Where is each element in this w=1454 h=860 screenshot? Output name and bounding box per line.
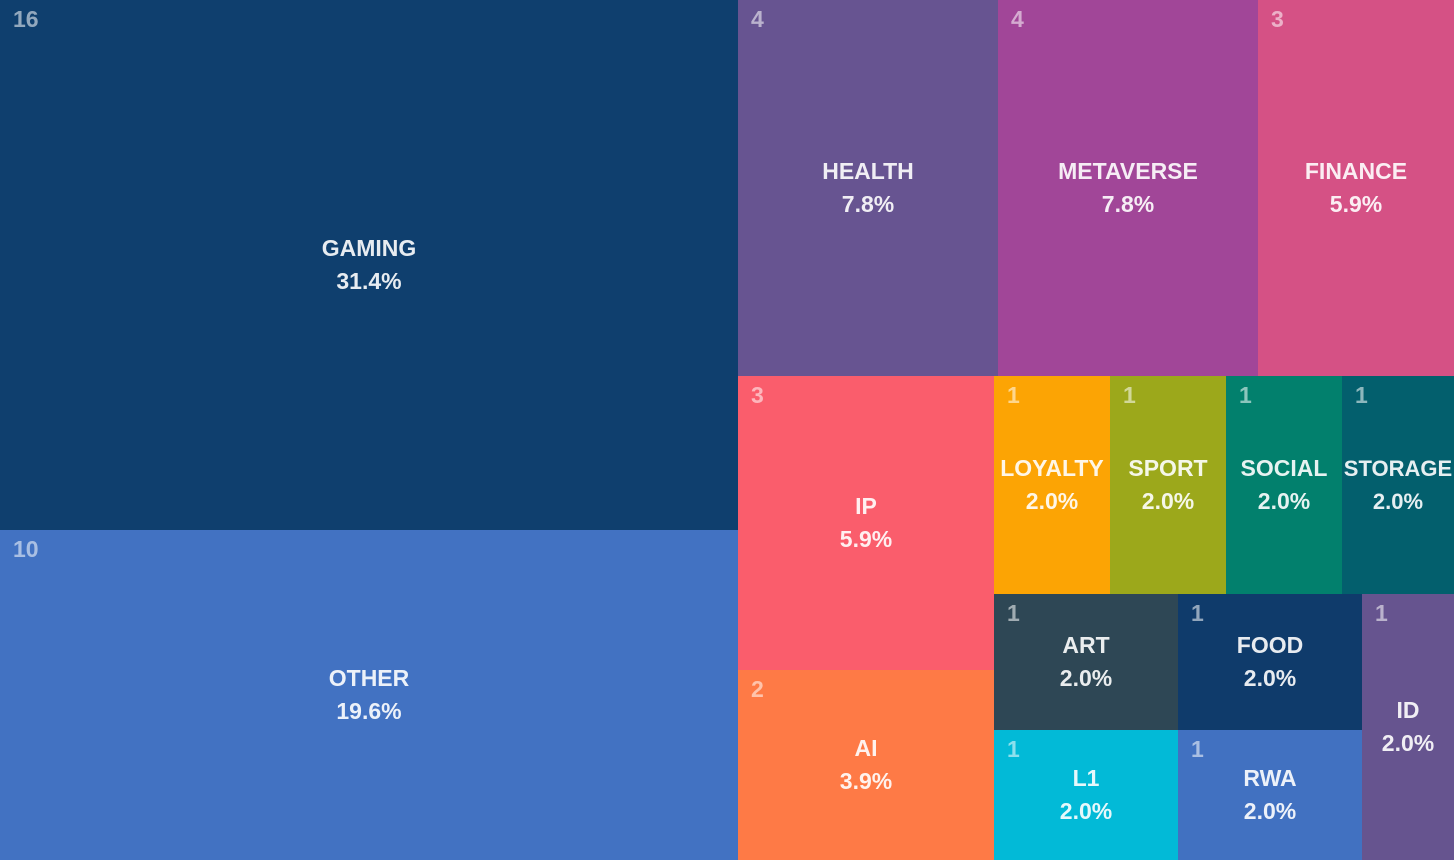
tile-count: 1 — [1239, 382, 1252, 408]
tile-count: 1 — [1007, 600, 1020, 626]
tile-name: SOCIAL — [1240, 455, 1328, 481]
tile-label-group: FOOD 2.0% — [1178, 594, 1362, 730]
tile-name: GAMING — [321, 235, 417, 261]
tile-count: 16 — [13, 6, 39, 32]
tile-name: STORAGE — [1343, 456, 1453, 481]
tile-percent: 2.0% — [1025, 488, 1079, 514]
tile-percent: 3.9% — [839, 768, 893, 794]
treemap-tile-ai[interactable]: 2 AI 3.9% — [738, 670, 994, 860]
tile-name: METAVERSE — [1058, 158, 1198, 184]
tile-count: 4 — [1011, 6, 1024, 32]
treemap-tile-sport[interactable]: 1 SPORT 2.0% — [1110, 376, 1226, 594]
tile-percent: 7.8% — [1101, 191, 1155, 217]
treemap-tile-gaming[interactable]: 16 GAMING 31.4% — [0, 0, 738, 530]
treemap-tile-finance[interactable]: 3 FINANCE 5.9% — [1258, 0, 1454, 376]
tile-count: 1 — [1355, 382, 1368, 408]
tile-name: OTHER — [328, 665, 410, 691]
tile-label-group: GAMING 31.4% — [0, 0, 738, 530]
tile-percent: 2.0% — [1059, 665, 1113, 691]
tile-count: 1 — [1007, 736, 1020, 762]
tile-percent: 7.8% — [841, 191, 895, 217]
treemap-tile-ip[interactable]: 3 IP 5.9% — [738, 376, 994, 670]
tile-label-group: OTHER 19.6% — [0, 530, 738, 860]
tile-count: 1 — [1191, 600, 1204, 626]
treemap-tile-other[interactable]: 10 OTHER 19.6% — [0, 530, 738, 860]
tile-label-group: ART 2.0% — [994, 594, 1178, 730]
treemap-tile-id[interactable]: 1 ID 2.0% — [1362, 594, 1454, 860]
tile-percent: 2.0% — [1243, 798, 1297, 824]
tile-percent: 2.0% — [1381, 730, 1435, 756]
treemap-tile-food[interactable]: 1 FOOD 2.0% — [1178, 594, 1362, 730]
tile-percent: 5.9% — [839, 526, 893, 552]
tile-count: 4 — [751, 6, 764, 32]
tile-name: ID — [1396, 697, 1420, 723]
treemap-tile-social[interactable]: 1 SOCIAL 2.0% — [1226, 376, 1342, 594]
tile-label-group: FINANCE 5.9% — [1258, 0, 1454, 376]
tile-name: IP — [855, 493, 877, 519]
tile-percent: 5.9% — [1329, 191, 1383, 217]
tile-name: HEALTH — [822, 158, 914, 184]
tile-name: RWA — [1243, 765, 1297, 791]
treemap-tile-l1[interactable]: 1 L1 2.0% — [994, 730, 1178, 860]
tile-label-group: HEALTH 7.8% — [738, 0, 998, 376]
tile-label-group: STORAGE 2.0% — [1342, 376, 1454, 594]
tile-label-group: RWA 2.0% — [1178, 730, 1362, 860]
treemap-tile-rwa[interactable]: 1 RWA 2.0% — [1178, 730, 1362, 860]
treemap-tile-loyalty[interactable]: 1 LOYALTY 2.0% — [994, 376, 1110, 594]
tile-count: 2 — [751, 676, 764, 702]
tile-label-group: METAVERSE 7.8% — [998, 0, 1258, 376]
treemap-tile-art[interactable]: 1 ART 2.0% — [994, 594, 1178, 730]
tile-percent: 2.0% — [1141, 488, 1195, 514]
tile-count: 3 — [1271, 6, 1284, 32]
tile-name: ART — [1062, 632, 1110, 658]
tile-percent: 2.0% — [1243, 665, 1297, 691]
tile-count: 1 — [1123, 382, 1136, 408]
tile-label-group: IP 5.9% — [738, 376, 994, 670]
tile-percent: 19.6% — [336, 698, 402, 724]
tile-percent: 2.0% — [1257, 488, 1311, 514]
tile-label-group: AI 3.9% — [738, 670, 994, 860]
tile-percent: 2.0% — [1372, 489, 1424, 514]
tile-percent: 2.0% — [1059, 798, 1113, 824]
tile-label-group: SOCIAL 2.0% — [1226, 376, 1342, 594]
tile-name: FINANCE — [1304, 158, 1408, 184]
tile-count: 1 — [1007, 382, 1020, 408]
tile-name: L1 — [1072, 765, 1100, 791]
tile-label-group: SPORT 2.0% — [1110, 376, 1226, 594]
tile-label-group: LOYALTY 2.0% — [994, 376, 1110, 594]
tile-count: 1 — [1191, 736, 1204, 762]
tile-count: 10 — [13, 536, 39, 562]
tile-name: AI — [854, 735, 878, 761]
tile-percent: 31.4% — [336, 268, 402, 294]
tile-name: FOOD — [1236, 632, 1304, 658]
tile-label-group: L1 2.0% — [994, 730, 1178, 860]
tile-count: 3 — [751, 382, 764, 408]
tile-name: LOYALTY — [1000, 455, 1104, 481]
treemap-tile-storage[interactable]: 1 STORAGE 2.0% — [1342, 376, 1454, 594]
tile-label-group: ID 2.0% — [1362, 594, 1454, 860]
treemap-tile-health[interactable]: 4 HEALTH 7.8% — [738, 0, 998, 376]
tile-count: 1 — [1375, 600, 1388, 626]
treemap-tile-metaverse[interactable]: 4 METAVERSE 7.8% — [998, 0, 1258, 376]
tile-name: SPORT — [1128, 455, 1208, 481]
